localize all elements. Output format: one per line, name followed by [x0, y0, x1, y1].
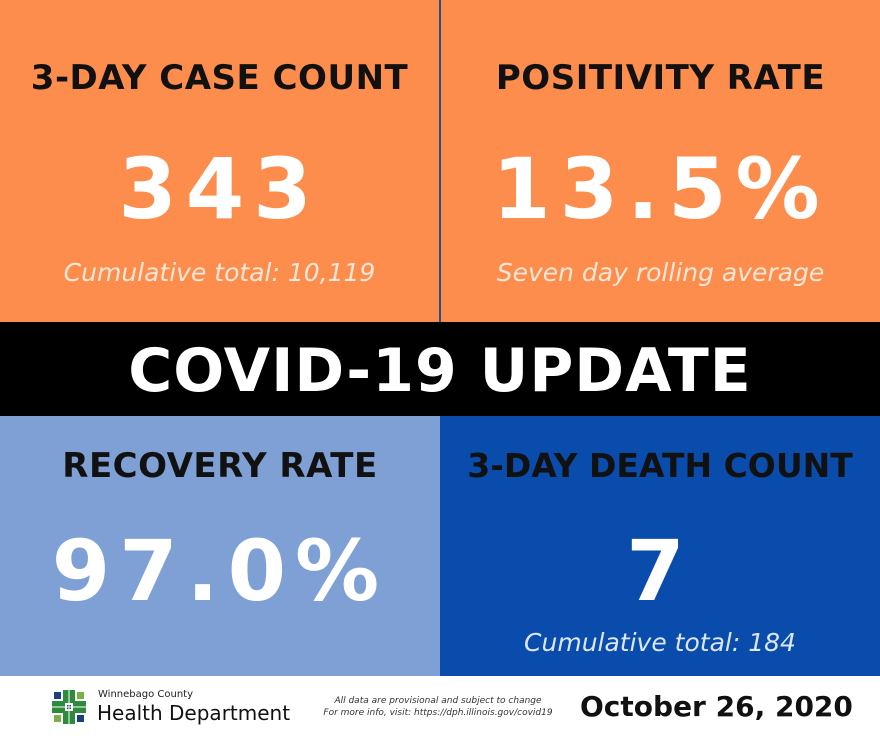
update-date: October 26, 2020: [580, 690, 853, 723]
org-county-name: Winnebago County: [98, 689, 194, 700]
death-count-cumulative: Cumulative total: 184: [524, 628, 796, 657]
panel-divider: [439, 0, 441, 322]
case-count-cumulative: Cumulative total: 10,119: [63, 258, 376, 287]
positivity-rate-title: POSITIVITY RATE: [495, 58, 826, 98]
footer: Winnebago County Health Department All d…: [0, 676, 880, 738]
disclaimer-provisional: All data are provisional and subject to …: [334, 696, 542, 706]
banner-title: COVID-19 UPDATE: [128, 336, 752, 406]
disclaimer-more-info: For more info, visit: https://dph.illino…: [323, 708, 553, 718]
recovery-rate-panel: RECOVERY RATE 97.0%: [0, 416, 440, 676]
data-disclaimer: All data are provisional and subject to …: [308, 695, 568, 719]
death-count-panel: 3-DAY DEATH COUNT 7 Cumulative total: 18…: [440, 416, 880, 676]
positivity-rate-note: Seven day rolling average: [496, 258, 825, 287]
death-count-title: 3-DAY DEATH COUNT: [467, 446, 853, 485]
covid-update-banner: COVID-19 UPDATE: [0, 322, 880, 416]
death-count-value: 7: [626, 522, 694, 620]
positivity-rate-panel: POSITIVITY RATE 13.5% Seven day rolling …: [441, 0, 880, 322]
case-count-title: 3-DAY CASE COUNT: [30, 58, 409, 98]
recovery-rate-value: 97.0%: [51, 522, 389, 620]
case-count-panel: 3-DAY CASE COUNT 343 Cumulative total: 1…: [0, 0, 439, 322]
case-count-value: 343: [118, 140, 321, 238]
recovery-rate-title: RECOVERY RATE: [62, 446, 378, 486]
health-department-logo-icon: [52, 690, 86, 724]
positivity-rate-value: 13.5%: [492, 140, 829, 238]
org-department-name: Health Department: [97, 701, 291, 725]
